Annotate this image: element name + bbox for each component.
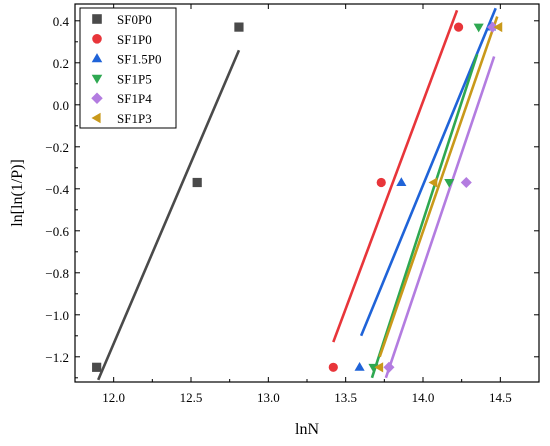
data-point-2-0 (354, 362, 365, 371)
data-point-4-1 (460, 176, 472, 189)
legend-label-2: SF1.5P0 (117, 52, 161, 67)
data-point-0-2 (234, 22, 244, 32)
legend-label-1: SF1P0 (117, 32, 152, 47)
legend-label-4: SF1P4 (117, 91, 152, 106)
legend-marker-0 (92, 14, 102, 24)
data-point-4-0 (383, 361, 395, 373)
fit-line-0 (97, 49, 241, 381)
data-points (92, 21, 503, 373)
data-point-5-0 (374, 362, 384, 373)
legend-label-5: SF1P3 (117, 111, 152, 126)
y-tick-label: −1.0 (45, 308, 69, 323)
x-tick-label: 12.5 (180, 390, 203, 405)
fit-line-1 (332, 9, 459, 343)
legend: SF0P0 SF1P0 SF1.5P0 SF1P5 SF1P4 SF1P3 (79, 7, 177, 129)
x-axis-title: lnN (295, 421, 319, 438)
data-point-1-1 (376, 177, 386, 188)
legend-label-3: SF1P5 (117, 71, 152, 86)
data-point-0-1 (192, 177, 202, 188)
x-tick-label: 13.0 (257, 390, 280, 405)
x-tick-label: 14.5 (489, 390, 512, 405)
data-point-1-2 (453, 22, 464, 32)
x-tick-label: 12.0 (102, 390, 125, 405)
legend-label-0: SF0P0 (117, 12, 152, 27)
y-tick-label: −0.6 (45, 224, 69, 239)
data-point-2-1 (396, 177, 407, 186)
legend-box (79, 7, 177, 129)
y-axis-ticks: 0.4 0.2 0.0 −0.2 −0.4 −0.6 −0.8 −1.0 −1.2 (45, 14, 539, 379)
legend-marker-4 (91, 92, 103, 104)
y-tick-label: 0.2 (53, 56, 69, 71)
fit-line-5 (378, 16, 499, 358)
legend-marker-3 (91, 74, 103, 84)
y-tick-label: −0.8 (45, 266, 69, 281)
y-tick-label: −0.2 (45, 140, 69, 155)
x-tick-label: 13.5 (334, 390, 357, 405)
data-point-4-2 (487, 21, 499, 33)
y-axis-title: ln[ln(1/P)] (9, 159, 26, 227)
data-point-3-2 (473, 23, 484, 33)
legend-marker-5 (91, 112, 101, 124)
y-tick-label: −1.2 (45, 350, 69, 365)
data-point-0-0 (92, 362, 102, 372)
data-point-5-1 (428, 177, 438, 188)
x-tick-label: 14.0 (412, 390, 435, 405)
legend-marker-1 (92, 34, 102, 44)
fit-line-4 (384, 56, 496, 379)
y-tick-label: −0.4 (45, 182, 69, 197)
y-tick-label: 0.4 (53, 14, 70, 29)
x-axis-ticks: 12.0 12.5 13.0 13.5 14.0 14.5 (74, 4, 540, 405)
fit-line-3 (370, 53, 479, 379)
y-tick-label: 0.0 (53, 98, 69, 113)
data-point-1-0 (328, 362, 338, 372)
data-point-3-0 (368, 363, 379, 373)
data-point-3-1 (444, 179, 455, 188)
data-point-5-2 (493, 22, 503, 33)
legend-marker-2 (91, 53, 103, 63)
fit-lines (97, 7, 499, 381)
